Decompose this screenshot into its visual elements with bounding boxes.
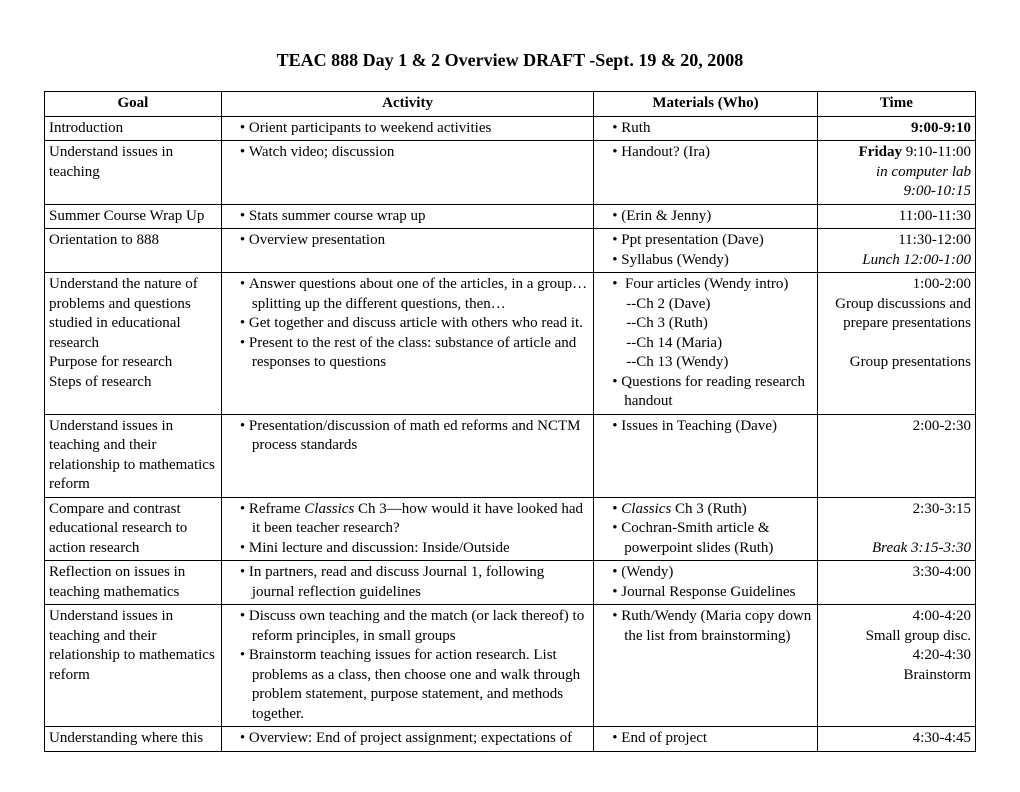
table-row: Introduction Orient participants to week… <box>45 116 976 141</box>
cell-goal: Understand issues in teaching and their … <box>45 605 222 727</box>
cell-materials: End of project <box>594 727 817 752</box>
cell-materials: Four articles (Wendy intro) --Ch 2 (Dave… <box>594 273 817 415</box>
cell-activity: Orient participants to weekend activitie… <box>221 116 593 141</box>
cell-goal: Introduction <box>45 116 222 141</box>
cell-goal: Reflection on issues in teaching mathema… <box>45 561 222 605</box>
cell-goal: Understand issues in teaching <box>45 141 222 205</box>
cell-activity: Overview: End of project assignment; exp… <box>221 727 593 752</box>
cell-activity: Discuss own teaching and the match (or l… <box>221 605 593 727</box>
table-row: Understanding where this Overview: End o… <box>45 727 976 752</box>
cell-time: Friday 9:10-11:00 in computer lab 9:00-1… <box>817 141 975 205</box>
cell-time: 9:00-9:10 <box>817 116 975 141</box>
page-title: TEAC 888 Day 1 & 2 Overview DRAFT -Sept.… <box>44 50 976 71</box>
cell-materials: Classics Ch 3 (Ruth) Cochran-Smith artic… <box>594 497 817 561</box>
table-row: Compare and contrast educational researc… <box>45 497 976 561</box>
cell-goal: Compare and contrast educational researc… <box>45 497 222 561</box>
cell-materials: Handout? (Ira) <box>594 141 817 205</box>
cell-time: 2:30-3:15 Break 3:15-3:30 <box>817 497 975 561</box>
cell-activity: Presentation/discussion of math ed refor… <box>221 414 593 497</box>
cell-activity: Reframe Classics Ch 3—how would it have … <box>221 497 593 561</box>
cell-goal: Summer Course Wrap Up <box>45 204 222 229</box>
table-row: Understand issues in teaching and their … <box>45 414 976 497</box>
cell-goal: Understand issues in teaching and their … <box>45 414 222 497</box>
cell-materials: Issues in Teaching (Dave) <box>594 414 817 497</box>
cell-materials: Ruth <box>594 116 817 141</box>
cell-materials: Ppt presentation (Dave) Syllabus (Wendy) <box>594 229 817 273</box>
cell-goal: Understanding where this <box>45 727 222 752</box>
col-goal: Goal <box>45 92 222 117</box>
cell-activity: Overview presentation <box>221 229 593 273</box>
col-materials: Materials (Who) <box>594 92 817 117</box>
table-row: Understand the nature of problems and qu… <box>45 273 976 415</box>
cell-materials: Ruth/Wendy (Maria copy down the list fro… <box>594 605 817 727</box>
table-row: Orientation to 888 Overview presentation… <box>45 229 976 273</box>
cell-activity: Stats summer course wrap up <box>221 204 593 229</box>
table-row: Summer Course Wrap Up Stats summer cours… <box>45 204 976 229</box>
schedule-table: Goal Activity Materials (Who) Time Intro… <box>44 91 976 752</box>
cell-time: 11:30-12:00 Lunch 12:00-1:00 <box>817 229 975 273</box>
cell-activity: Answer questions about one of the articl… <box>221 273 593 415</box>
cell-time: 4:00-4:20 Small group disc. 4:20-4:30 Br… <box>817 605 975 727</box>
cell-goal: Orientation to 888 <box>45 229 222 273</box>
col-activity: Activity <box>221 92 593 117</box>
cell-activity: In partners, read and discuss Journal 1,… <box>221 561 593 605</box>
cell-goal: Understand the nature of problems and qu… <box>45 273 222 415</box>
cell-activity: Watch video; discussion <box>221 141 593 205</box>
table-row: Reflection on issues in teaching mathema… <box>45 561 976 605</box>
table-header-row: Goal Activity Materials (Who) Time <box>45 92 976 117</box>
cell-materials: (Wendy) Journal Response Guidelines <box>594 561 817 605</box>
col-time: Time <box>817 92 975 117</box>
cell-time: 11:00-11:30 <box>817 204 975 229</box>
table-row: Understand issues in teaching and their … <box>45 605 976 727</box>
cell-time: 1:00-2:00 Group discussions and prepare … <box>817 273 975 415</box>
cell-time: 3:30-4:00 <box>817 561 975 605</box>
cell-time: 2:00-2:30 <box>817 414 975 497</box>
cell-time: 4:30-4:45 <box>817 727 975 752</box>
table-row: Understand issues in teaching Watch vide… <box>45 141 976 205</box>
cell-materials: (Erin & Jenny) <box>594 204 817 229</box>
